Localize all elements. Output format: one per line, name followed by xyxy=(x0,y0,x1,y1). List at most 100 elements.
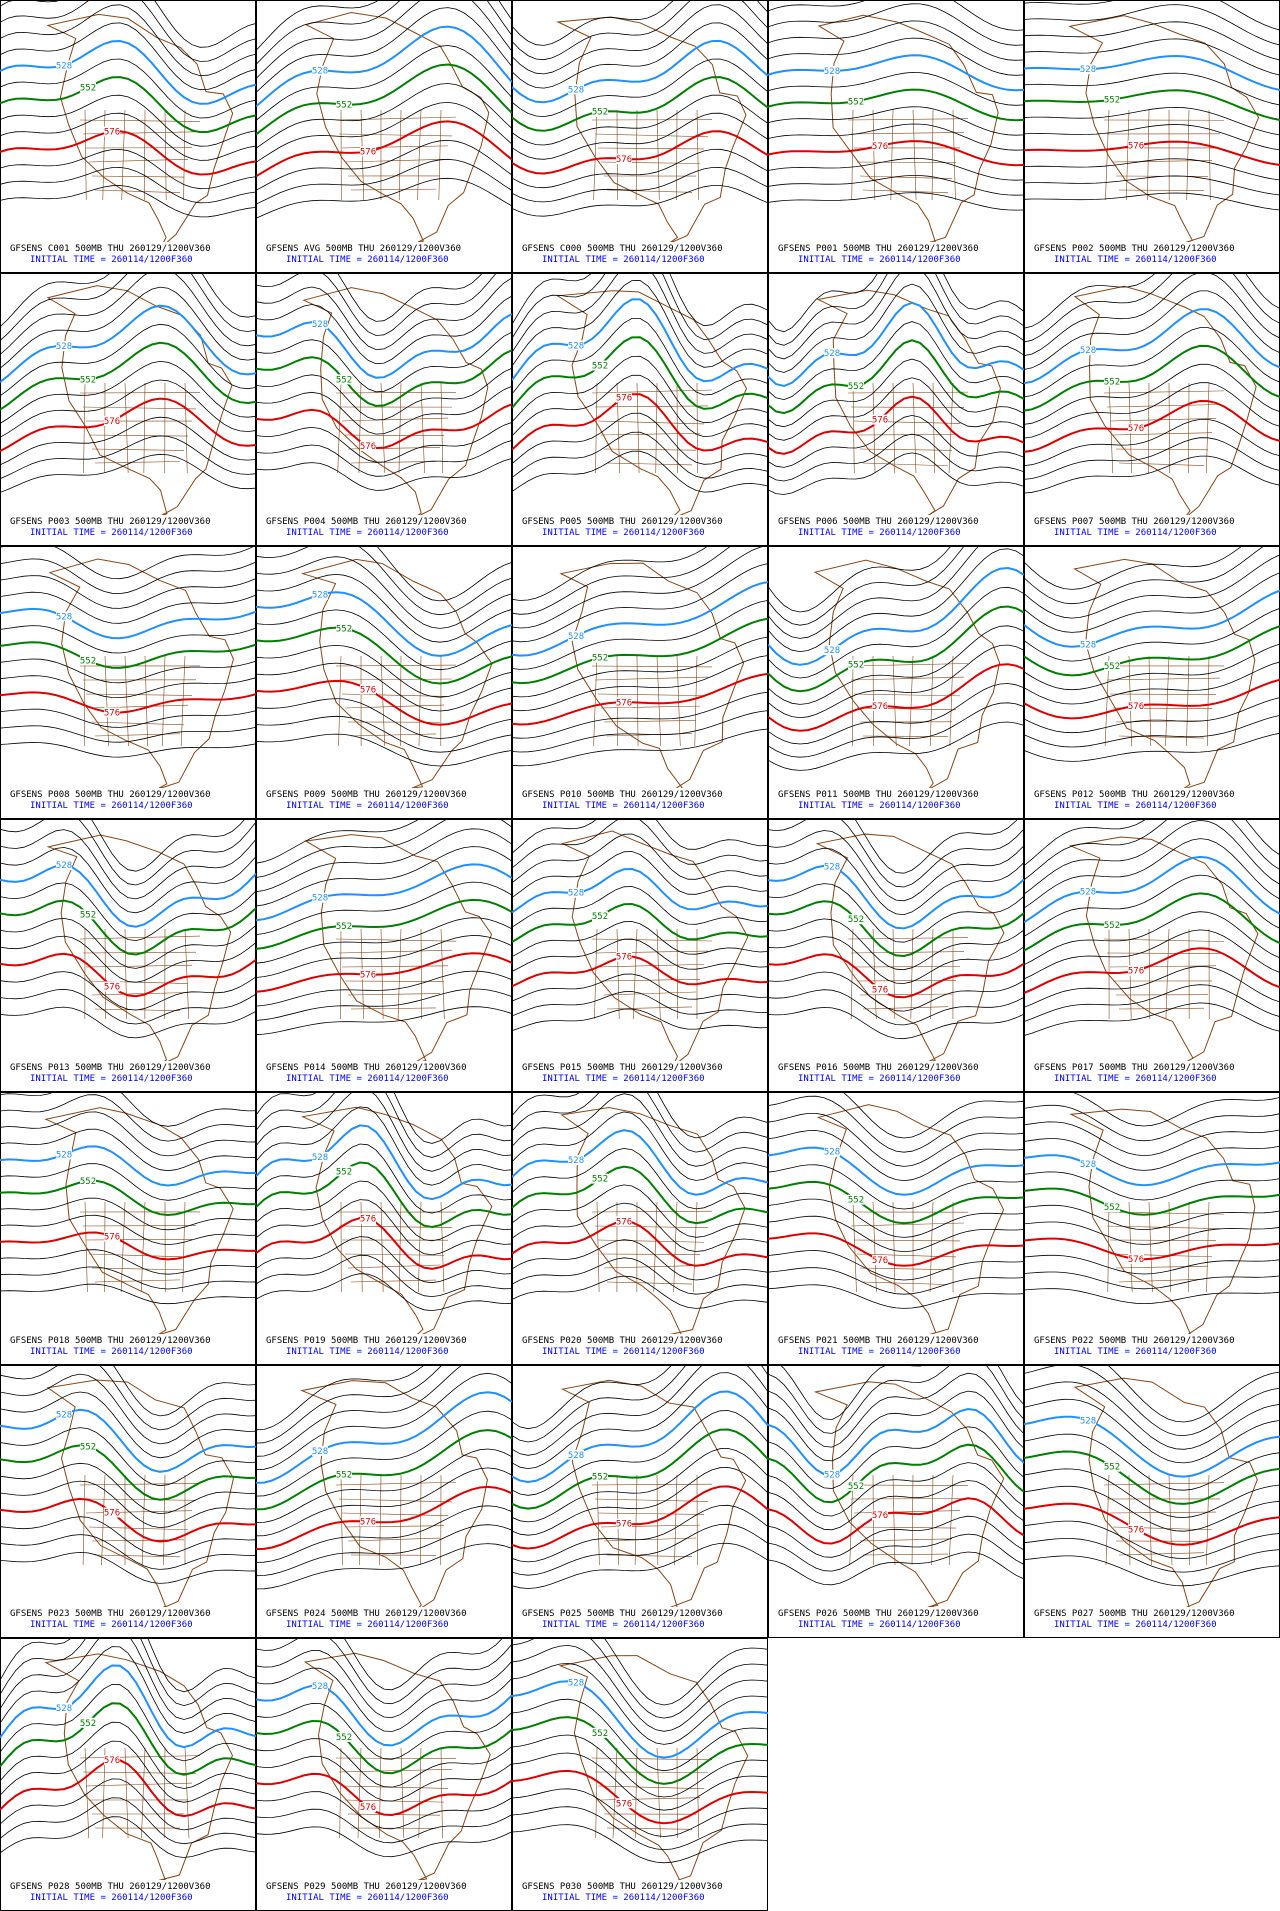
contour xyxy=(256,1467,512,1537)
contour xyxy=(768,1515,1024,1558)
contour xyxy=(1024,607,1280,662)
panel-border xyxy=(768,1092,1024,1365)
contour-label: 528 xyxy=(312,67,328,77)
state-line xyxy=(856,1526,957,1529)
initial-time: INITIAL TIME = 260114/1200F360 xyxy=(1054,1074,1217,1084)
contour xyxy=(0,323,256,397)
label-bg xyxy=(848,659,864,670)
contour xyxy=(0,1797,256,1845)
state-line xyxy=(182,1201,186,1293)
contour xyxy=(0,625,256,654)
coastline xyxy=(1073,558,1256,791)
state-line xyxy=(82,406,197,410)
panel-border xyxy=(256,819,512,1092)
label-bg xyxy=(848,1194,864,1205)
label-bg xyxy=(824,1469,840,1480)
label-bg xyxy=(824,348,840,359)
contour-label: 552 xyxy=(336,624,352,634)
contour xyxy=(512,546,732,615)
label-bg xyxy=(312,1680,328,1691)
contour-highlight xyxy=(0,1145,256,1187)
caption-bg xyxy=(513,1061,767,1091)
contour xyxy=(512,1093,768,1167)
state-line xyxy=(948,382,954,474)
contour xyxy=(512,1275,768,1309)
contour-label: 552 xyxy=(848,661,864,671)
panel-title: GFSENS P010 500MB THU 260129/1200V360 xyxy=(522,790,722,800)
contour xyxy=(0,971,256,1011)
contour xyxy=(256,0,512,65)
state-line xyxy=(82,1498,197,1501)
map-panel: 528 552 576 GFSENS AVG 500MB THU 260129/120… xyxy=(256,0,512,273)
state-line xyxy=(1206,382,1210,474)
contour xyxy=(1106,1365,1280,1423)
label-bg xyxy=(1080,64,1096,75)
panel-border xyxy=(256,0,512,273)
contour xyxy=(768,1164,1024,1210)
contour xyxy=(1024,1092,1280,1127)
contour-highlight xyxy=(256,313,512,379)
caption-bg xyxy=(257,788,511,818)
state-line xyxy=(862,1553,949,1556)
contour xyxy=(768,1365,1024,1434)
contour xyxy=(768,3,1024,46)
state-line xyxy=(656,928,661,1020)
contour xyxy=(256,1372,512,1470)
map-panel: 528 552 576 GFSENS P006 500MB THU 260129/12… xyxy=(768,273,1024,546)
contour xyxy=(1024,546,1243,590)
contour-label: 552 xyxy=(336,1733,352,1743)
initial-time: INITIAL TIME = 260114/1200F360 xyxy=(542,255,705,265)
state-line xyxy=(1148,1474,1152,1566)
coastline xyxy=(300,1380,488,1612)
contour xyxy=(768,1130,1024,1182)
state-line xyxy=(596,1201,600,1293)
caption-bg xyxy=(769,1607,1023,1637)
label-bg xyxy=(1128,965,1144,976)
contour xyxy=(0,708,256,728)
contour xyxy=(1024,572,1280,633)
state-line xyxy=(1112,432,1213,436)
contour-label: 552 xyxy=(80,375,96,385)
contour-label: 552 xyxy=(848,915,864,925)
panel-border xyxy=(768,1365,1024,1638)
contour xyxy=(256,440,512,477)
contour xyxy=(1024,1138,1280,1171)
contour xyxy=(768,1113,1024,1167)
state-line xyxy=(593,109,598,201)
contour xyxy=(512,431,768,479)
contour xyxy=(768,847,1024,916)
contour-highlight xyxy=(256,403,512,450)
initial-time: INITIAL TIME = 260114/1200F360 xyxy=(542,1074,705,1084)
contour-highlight xyxy=(1024,54,1280,91)
label-bg xyxy=(568,84,584,95)
map-panel: 528 552 576 GFSENS P021 500MB THU 260129/12… xyxy=(768,1092,1024,1365)
label-bg xyxy=(616,697,632,708)
state-line xyxy=(124,655,129,747)
contour xyxy=(0,360,256,424)
label-bg xyxy=(1104,94,1120,105)
state-line xyxy=(948,1474,954,1566)
contour xyxy=(0,4,256,77)
contour xyxy=(256,1702,512,1760)
contour xyxy=(512,1698,768,1772)
caption-bg xyxy=(513,1607,767,1637)
contour-label: 576 xyxy=(872,1511,888,1521)
contour-label: 552 xyxy=(848,1482,864,1492)
panel-title: GFSENS P001 500MB THU 260129/1200V360 xyxy=(778,244,978,254)
state-line xyxy=(1115,1265,1209,1269)
label-bg xyxy=(312,892,328,903)
label-bg xyxy=(872,1510,888,1521)
contour xyxy=(376,546,512,602)
contour-highlight xyxy=(768,864,1024,930)
label-bg xyxy=(56,1149,72,1160)
contour xyxy=(1024,911,1280,966)
contour-highlight xyxy=(256,1161,512,1229)
state-line xyxy=(872,655,874,747)
contour xyxy=(1024,1520,1280,1559)
contour xyxy=(1024,643,1280,691)
contour-label: 552 xyxy=(592,1729,608,1739)
state-line xyxy=(85,693,193,696)
contour xyxy=(0,94,256,147)
state-line xyxy=(1103,938,1225,942)
contour-highlight xyxy=(256,679,512,726)
